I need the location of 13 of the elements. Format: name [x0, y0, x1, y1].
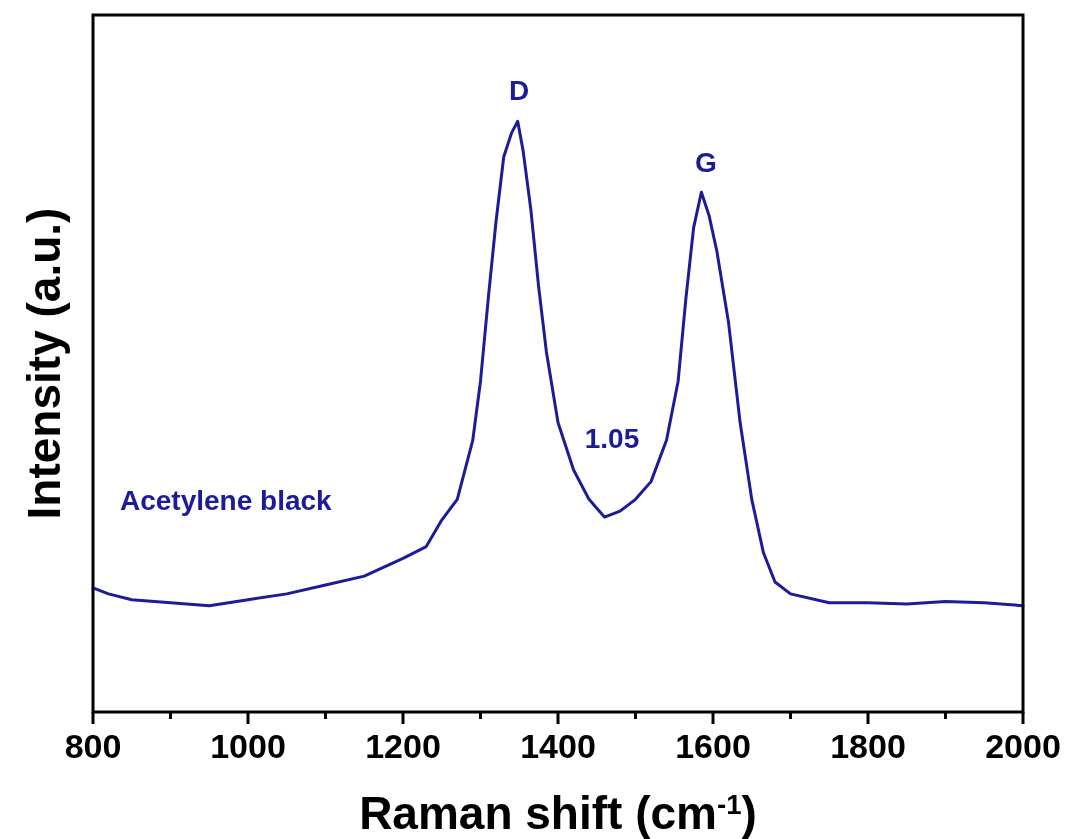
x-tick-label: 1200 [365, 727, 441, 765]
annotation: 1.05 [584, 423, 640, 454]
text: D [508, 75, 530, 106]
x-tick-label: 1400 [520, 727, 596, 765]
x-tick-label: 1000 [210, 727, 286, 765]
annotation: Acetylene black [120, 485, 333, 516]
x-tick-label: 1600 [675, 727, 751, 765]
y-axis-title: Intensity (a.u.) [18, 207, 70, 520]
x-axis-title: Raman shift (cm$^{-1}$) [359, 787, 757, 839]
x-tick-label: 2000 [985, 727, 1061, 765]
x-tick-label: 1800 [830, 727, 906, 765]
annotation: G [695, 147, 717, 178]
x-tick-label: 800 [64, 727, 122, 765]
